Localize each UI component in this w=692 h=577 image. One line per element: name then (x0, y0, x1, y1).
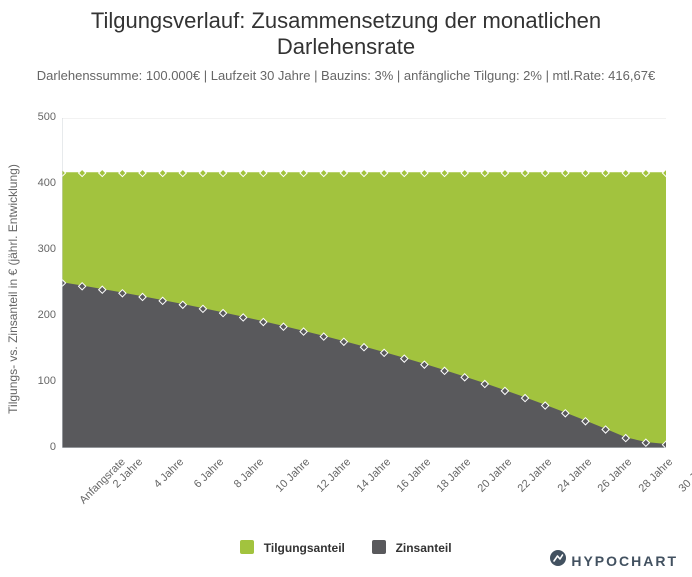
x-tick-label: 16 Jahre (395, 456, 434, 495)
x-tick-label: 28 Jahre (636, 456, 675, 495)
x-tick-label: 14 Jahre (354, 456, 393, 495)
legend-item-zins: Zinsanteil (372, 540, 451, 555)
x-tick-label: 4 Jahre (151, 456, 185, 490)
y-tick-label: 300 (8, 243, 56, 255)
y-tick-label: 200 (8, 309, 56, 321)
brand: HYPOCHART (550, 550, 678, 569)
x-tick-label: 12 Jahre (314, 456, 353, 495)
square-icon (372, 540, 386, 554)
chart-title: Tilgungsverlauf: Zusammensetzung der mon… (0, 0, 692, 63)
logo-icon (550, 550, 566, 569)
legend-label: Zinsanteil (396, 541, 452, 555)
y-tick-label: 0 (8, 441, 56, 453)
legend-label: Tilgungsanteil (264, 541, 345, 555)
chart-subtitle: Darlehenssumme: 100.000€ | Laufzeit 30 J… (0, 63, 692, 91)
brand-label: HYPOCHART (571, 553, 678, 569)
x-tick-label: 20 Jahre (475, 456, 514, 495)
x-tick-label: 26 Jahre (596, 456, 635, 495)
x-tick-label: 18 Jahre (435, 456, 474, 495)
y-tick-label: 100 (8, 375, 56, 387)
x-tick-label: 30 Jahre (677, 456, 692, 495)
x-tick-label: 10 Jahre (274, 456, 313, 495)
legend-item-tilgung: Tilgungsanteil (240, 540, 344, 555)
x-tick-label: 22 Jahre (515, 456, 554, 495)
y-tick-label: 500 (8, 111, 56, 123)
x-tick-label: 6 Jahre (192, 456, 226, 490)
y-axis-title: Tilgungs- vs. Zinsanteil in € (jährl. En… (8, 122, 20, 452)
plot-area (62, 118, 666, 453)
amortization-chart: Tilgungsverlauf: Zusammensetzung der mon… (0, 0, 692, 577)
x-tick-label: 8 Jahre (232, 456, 266, 490)
y-tick-label: 400 (8, 177, 56, 189)
chart-svg (62, 118, 666, 448)
x-tick-label: 24 Jahre (556, 456, 595, 495)
square-icon (240, 540, 254, 554)
